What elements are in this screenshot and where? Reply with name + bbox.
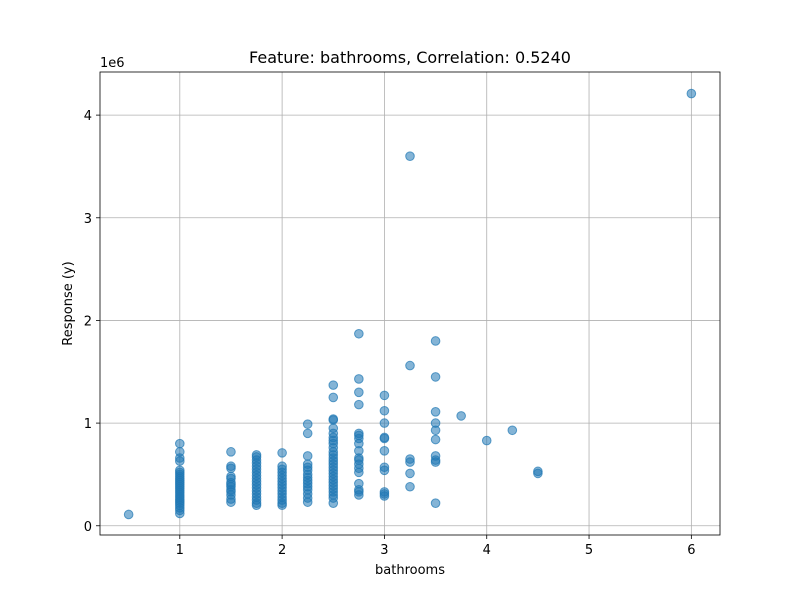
scatter-point	[175, 438, 185, 449]
scatter-point	[277, 500, 287, 511]
scatter-point	[354, 490, 364, 500]
scatter-point	[456, 411, 466, 421]
y-tick-label: 1	[84, 417, 92, 432]
scatter-point	[405, 468, 415, 479]
scatter-point	[123, 509, 134, 520]
scatter-point	[226, 463, 236, 474]
scatter-point	[328, 498, 339, 508]
scatter-point	[430, 498, 441, 508]
scatter-point	[405, 151, 415, 161]
chart-title: Feature: bathrooms, Correlation: 0.5240	[249, 48, 571, 67]
scatter-point	[430, 434, 441, 445]
x-tick-label: 5	[585, 543, 593, 558]
scatter-point	[354, 467, 364, 478]
x-tick-label: 1	[176, 543, 184, 558]
x-axis-label: bathrooms	[375, 563, 445, 578]
scatter-point	[379, 390, 390, 401]
scatter-point	[302, 419, 313, 429]
scatter-point	[379, 465, 390, 476]
scatter-point	[328, 392, 339, 403]
y-tick-label: 3	[84, 212, 92, 227]
scatter-point	[430, 457, 441, 467]
x-tick-label: 3	[380, 543, 388, 558]
scatter-point	[379, 433, 390, 444]
scatter-point	[175, 508, 185, 519]
x-tick-label: 6	[687, 543, 695, 558]
y-tick-label: 0	[84, 520, 92, 535]
y-tick-label: 2	[84, 314, 92, 329]
scatter-point	[226, 447, 236, 457]
data-points	[123, 88, 697, 520]
y-axis-ticks: 0 1 2 3 4	[84, 109, 100, 535]
scatter-point	[302, 428, 313, 439]
scatter-point	[507, 425, 518, 436]
scatter-point	[354, 328, 364, 339]
x-tick-label: 2	[278, 543, 286, 558]
scatter-point	[302, 497, 313, 507]
scatter-point	[481, 435, 492, 446]
scatter-point	[328, 380, 339, 390]
x-axis-ticks: 1 2 3 4 5 6	[176, 535, 695, 558]
scatter-point	[175, 456, 185, 466]
scatter-point	[430, 407, 441, 417]
scatter-point	[430, 372, 441, 382]
scatter-point	[302, 451, 313, 461]
scatter-point	[354, 399, 364, 410]
scatter-point	[405, 457, 415, 467]
plot-frame	[99, 71, 721, 536]
scatter-point	[354, 374, 364, 384]
scatter-point	[277, 448, 287, 458]
scatter-point	[686, 88, 697, 99]
scatter-point	[226, 497, 236, 507]
scatter-point	[405, 481, 415, 492]
scatter-point	[533, 468, 543, 479]
y-axis-offset-label: 1e6	[100, 56, 125, 71]
scatter-point	[430, 336, 441, 346]
scatter-point	[328, 415, 339, 425]
y-tick-label: 4	[84, 109, 92, 124]
y-axis-label: Response (y)	[61, 261, 76, 345]
scatter-point	[354, 387, 364, 398]
scatter-point	[430, 425, 441, 436]
scatter-point	[379, 418, 390, 428]
x-tick-label: 4	[483, 543, 491, 558]
scatter-point	[379, 405, 390, 416]
scatter-point	[379, 491, 390, 501]
scatter-point	[405, 360, 415, 371]
scatter-point	[379, 446, 390, 456]
scatter-point	[251, 500, 262, 511]
grid-lines	[100, 72, 720, 535]
